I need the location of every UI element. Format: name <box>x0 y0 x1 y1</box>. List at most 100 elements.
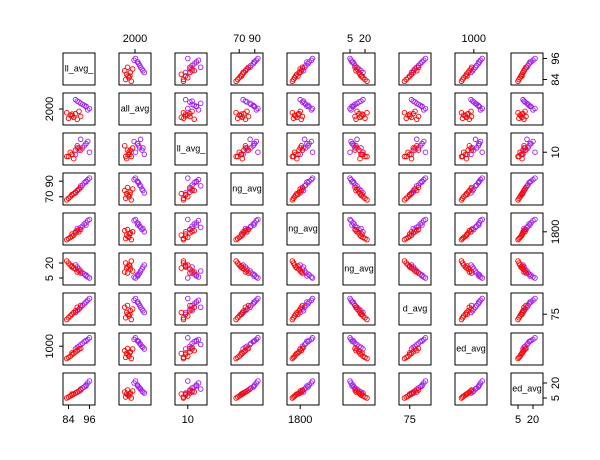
point <box>515 197 521 203</box>
point <box>129 268 136 274</box>
point <box>140 344 146 351</box>
point <box>458 395 465 401</box>
panel <box>454 172 488 206</box>
point <box>524 136 530 143</box>
point <box>348 107 354 113</box>
point <box>419 140 425 147</box>
point <box>74 98 80 104</box>
panel <box>398 172 432 206</box>
point <box>349 383 355 389</box>
point <box>299 387 306 393</box>
point <box>234 235 241 242</box>
point <box>354 136 360 143</box>
point <box>255 149 261 155</box>
point <box>253 217 260 224</box>
point <box>422 175 429 181</box>
point <box>182 231 189 237</box>
point <box>464 73 470 79</box>
point <box>290 354 297 361</box>
point <box>63 153 70 160</box>
point <box>255 105 261 112</box>
point <box>289 109 296 116</box>
point <box>72 346 79 352</box>
point <box>129 186 136 192</box>
point <box>468 108 474 115</box>
variable-label: d_avg <box>403 303 428 313</box>
point <box>295 111 301 117</box>
point <box>519 111 525 117</box>
point <box>83 338 89 344</box>
point <box>527 140 533 147</box>
panel <box>286 172 320 206</box>
x-tick-label: 10 <box>182 414 194 426</box>
point <box>289 153 296 160</box>
point <box>415 387 422 393</box>
panel <box>286 132 320 166</box>
point <box>476 103 482 109</box>
point <box>415 113 422 120</box>
point <box>290 115 297 122</box>
point <box>83 222 89 228</box>
point <box>132 175 139 181</box>
point <box>299 270 306 276</box>
point <box>191 389 197 395</box>
point <box>127 391 133 397</box>
point <box>77 270 84 276</box>
point <box>233 78 239 84</box>
point <box>415 226 422 233</box>
point <box>469 67 476 74</box>
point <box>77 113 84 120</box>
point <box>197 304 204 311</box>
panel <box>174 252 208 286</box>
point <box>290 394 297 400</box>
point <box>182 350 189 356</box>
point <box>304 273 310 279</box>
point <box>233 258 239 264</box>
point <box>354 100 360 107</box>
point <box>460 262 467 268</box>
point <box>124 387 131 393</box>
point <box>193 299 200 305</box>
point <box>238 350 245 356</box>
panel <box>454 92 488 126</box>
point <box>124 270 131 276</box>
point <box>301 136 308 143</box>
panel <box>454 132 488 166</box>
point <box>289 316 296 323</box>
point <box>476 273 482 279</box>
point <box>127 231 133 237</box>
point <box>197 64 204 70</box>
x-tick-label: 5 <box>347 33 353 45</box>
point <box>401 258 408 264</box>
point <box>191 187 197 194</box>
point <box>193 222 200 228</box>
point <box>135 140 141 147</box>
variable-label: ed_avg <box>456 343 486 353</box>
x-tick-label: 1800 <box>288 414 312 426</box>
point <box>128 78 135 84</box>
point <box>242 98 249 104</box>
point <box>359 191 365 198</box>
point <box>86 149 93 155</box>
point <box>419 222 425 228</box>
point <box>251 222 257 228</box>
variable-label: all_avg <box>121 103 150 113</box>
panel <box>174 212 208 246</box>
point <box>255 335 261 341</box>
point <box>401 78 408 84</box>
point <box>251 273 257 279</box>
panel <box>118 132 152 166</box>
panel <box>174 52 208 86</box>
point <box>65 315 72 321</box>
point <box>299 302 306 309</box>
point <box>135 222 141 228</box>
panel <box>62 252 96 286</box>
point <box>233 236 239 243</box>
point <box>245 64 252 70</box>
panel <box>230 172 264 206</box>
point <box>527 338 533 344</box>
point <box>185 275 191 281</box>
point <box>193 103 200 109</box>
point <box>352 387 358 393</box>
point <box>364 395 370 401</box>
